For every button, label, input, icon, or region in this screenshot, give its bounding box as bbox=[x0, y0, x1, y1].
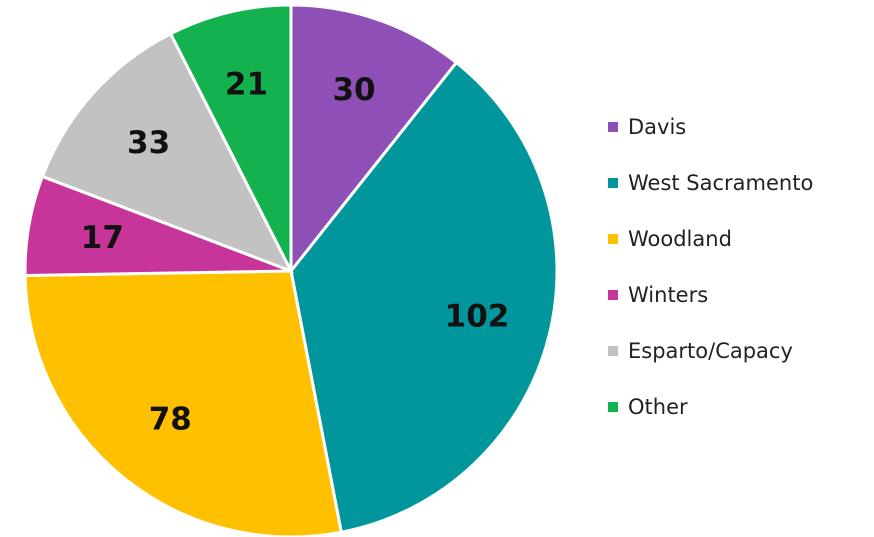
legend-item-woodland: Woodland bbox=[608, 227, 732, 251]
pie-data-labels: 30 102 78 17 33 21 bbox=[81, 67, 510, 438]
legend-swatch-woodland bbox=[608, 234, 618, 244]
data-label-woodland: 78 bbox=[149, 402, 192, 438]
data-label-other: 21 bbox=[225, 67, 268, 103]
legend-label-woodland: Woodland bbox=[628, 227, 732, 251]
pie-slice-west-sacramento bbox=[289, 60, 559, 534]
legend-swatch-esparto-capacy bbox=[608, 346, 618, 356]
pie-slice-esparto-capacy bbox=[40, 31, 295, 274]
legend-label-winters: Winters bbox=[628, 283, 708, 307]
legend-item-esparto-capacy: Esparto/Capacy bbox=[608, 339, 793, 363]
legend-swatch-other bbox=[608, 402, 618, 412]
legend-swatch-winters bbox=[608, 290, 618, 300]
legend-label-other: Other bbox=[628, 395, 688, 419]
pie-slices bbox=[23, 3, 559, 537]
pie-slice-davis bbox=[289, 3, 459, 276]
legend-label-davis: Davis bbox=[628, 115, 686, 139]
pie-slice-other bbox=[168, 3, 293, 272]
data-label-winters: 17 bbox=[81, 220, 124, 256]
data-label-esparto-capacy: 33 bbox=[127, 125, 170, 161]
legend-item-davis: Davis bbox=[608, 115, 686, 139]
legend: Davis West Sacramento Woodland Winters Espar… bbox=[608, 115, 813, 419]
legend-item-winters: Winters bbox=[608, 283, 708, 307]
legend-swatch-west-sacramento bbox=[608, 178, 618, 188]
legend-label-esparto-capacy: Esparto/Capacy bbox=[628, 339, 793, 363]
legend-item-west-sacramento: West Sacramento bbox=[608, 171, 813, 195]
legend-item-other: Other bbox=[608, 395, 688, 419]
data-label-west-sacramento: 102 bbox=[445, 299, 510, 335]
legend-label-west-sacramento: West Sacramento bbox=[628, 171, 813, 195]
data-label-davis: 30 bbox=[332, 72, 375, 108]
legend-swatch-davis bbox=[608, 122, 618, 132]
